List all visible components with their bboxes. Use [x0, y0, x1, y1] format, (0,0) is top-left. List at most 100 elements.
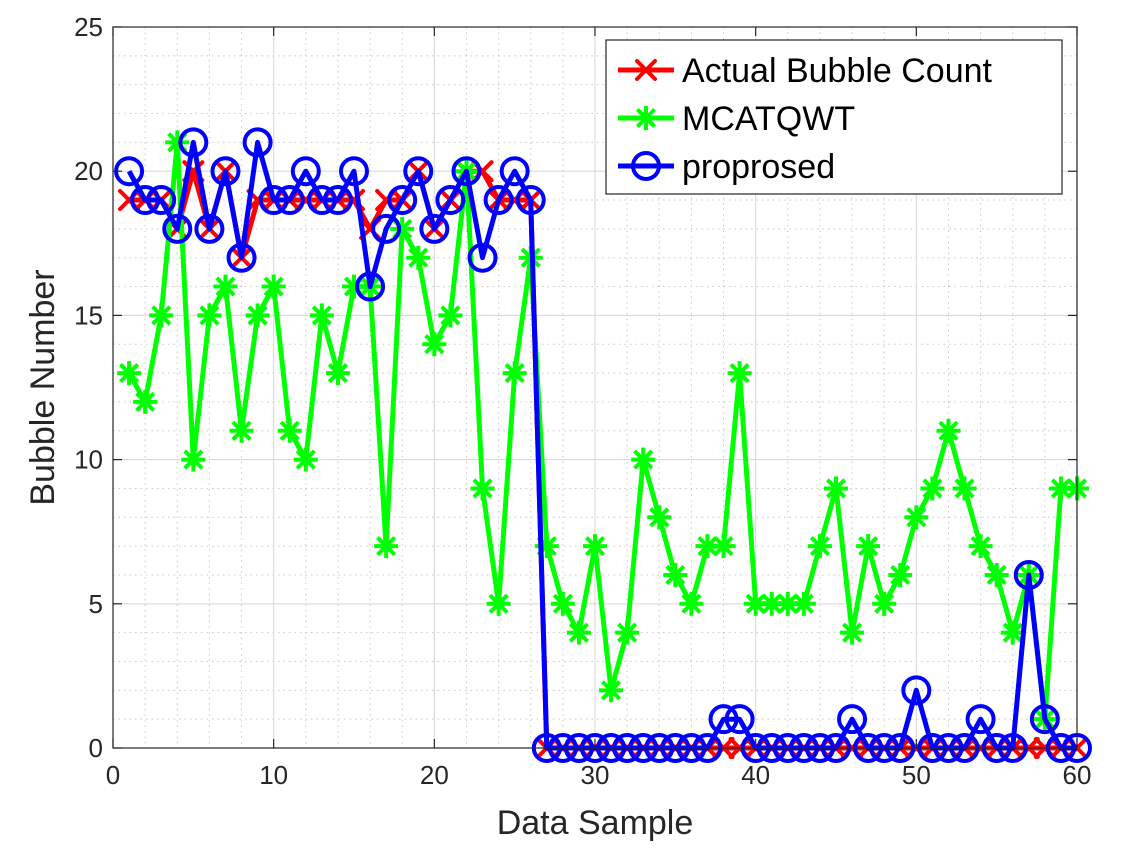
y-tick-label: 25 — [74, 12, 103, 42]
marker-stroke — [504, 363, 525, 384]
data-point — [309, 303, 334, 328]
marker-stroke — [890, 564, 911, 586]
data-point — [371, 213, 402, 244]
marker-stroke — [793, 593, 814, 614]
marker-stroke — [635, 59, 657, 81]
data-point — [936, 418, 961, 443]
data-point — [387, 185, 418, 216]
y-tick-label: 0 — [89, 733, 103, 763]
marker-stroke — [601, 680, 622, 701]
data-point — [435, 185, 466, 216]
data-point — [419, 213, 450, 244]
data-point — [920, 476, 945, 501]
legend-label: MCATQWT — [682, 100, 855, 138]
legend-entry: Actual Bubble Count — [618, 52, 993, 90]
data-point — [290, 156, 321, 187]
data-point — [467, 242, 498, 273]
data-point — [293, 447, 318, 472]
data-point — [679, 591, 704, 616]
legend-marker — [635, 59, 657, 81]
tick-marks — [112, 26, 1078, 749]
marker-stroke — [488, 593, 509, 614]
marker-stroke — [1002, 622, 1023, 643]
data-point — [984, 562, 1009, 587]
data-point — [583, 534, 607, 559]
marker-stroke — [408, 247, 429, 268]
marker-stroke — [954, 478, 975, 499]
marker-stroke — [697, 536, 718, 557]
marker-stroke — [986, 564, 1007, 586]
data-point — [759, 591, 784, 616]
marker-stroke — [858, 536, 879, 557]
marker-stroke — [1050, 478, 1071, 499]
y-axis-label: Bubble Number — [24, 269, 62, 505]
legend-marker — [631, 151, 661, 181]
x-tick-labels: 0 10 20 30 40 50 60 — [106, 760, 1092, 790]
marker-stroke — [761, 593, 782, 614]
data-point — [306, 185, 337, 216]
legend-box — [605, 39, 1063, 195]
legend: Actual Bubble Count MCATQWT proprosed — [605, 39, 1063, 195]
x-tick-label: 40 — [741, 760, 770, 790]
marker-stroke — [633, 449, 654, 470]
data-point — [743, 591, 768, 616]
data-point — [901, 675, 932, 706]
data-point — [274, 185, 305, 216]
marker-stroke — [906, 507, 927, 528]
data-point — [499, 156, 530, 187]
marker-stroke — [938, 420, 959, 441]
marker-stroke — [777, 593, 798, 614]
data-point — [117, 361, 142, 386]
data-point — [374, 534, 399, 559]
legend-label: proprosed — [682, 148, 835, 186]
data-point — [178, 127, 209, 158]
data-point — [133, 389, 158, 414]
data-point — [242, 127, 273, 158]
data-point — [840, 620, 865, 645]
data-point — [245, 303, 270, 328]
data-point — [1000, 620, 1025, 645]
data-point — [403, 156, 434, 187]
data-point — [258, 185, 289, 216]
x-tick-label: 50 — [902, 760, 931, 790]
marker-stroke — [713, 536, 734, 557]
data-point — [406, 245, 431, 270]
data-point — [210, 156, 241, 187]
data-point — [952, 476, 977, 501]
data-point — [515, 185, 546, 216]
marker-stroke — [665, 564, 686, 586]
data-point — [130, 185, 161, 216]
data-point — [146, 185, 177, 216]
data-point — [470, 476, 495, 501]
marker-stroke — [825, 478, 847, 499]
data-point — [663, 562, 688, 587]
data-point — [229, 418, 254, 443]
data-point — [566, 620, 591, 645]
data-point — [631, 447, 656, 472]
data-point — [226, 242, 257, 273]
data-point — [194, 213, 225, 244]
marker-stroke — [809, 536, 830, 557]
y-tick-label: 5 — [89, 589, 103, 619]
y-tick-label: 15 — [74, 300, 103, 330]
marker-stroke — [649, 507, 670, 528]
marker-stroke — [247, 305, 268, 326]
data-point — [708, 704, 739, 735]
data-point — [711, 534, 736, 559]
marker-stroke — [568, 622, 589, 643]
data-point — [791, 591, 816, 616]
marker-stroke — [472, 478, 493, 499]
data-point — [888, 562, 913, 587]
x-tick-label: 10 — [259, 760, 288, 790]
data-point — [339, 156, 369, 187]
legend-entry: proprosed — [618, 148, 835, 186]
marker-stroke — [295, 449, 316, 470]
data-point — [647, 505, 672, 530]
data-point — [502, 361, 527, 386]
marker-stroke — [151, 305, 172, 326]
x-axis-label: Data Sample — [497, 804, 694, 842]
marker-stroke — [199, 305, 220, 326]
legend-entries: Actual Bubble Count MCATQWT proprosed — [618, 52, 993, 186]
data-point — [149, 303, 174, 328]
data-point — [355, 271, 386, 302]
